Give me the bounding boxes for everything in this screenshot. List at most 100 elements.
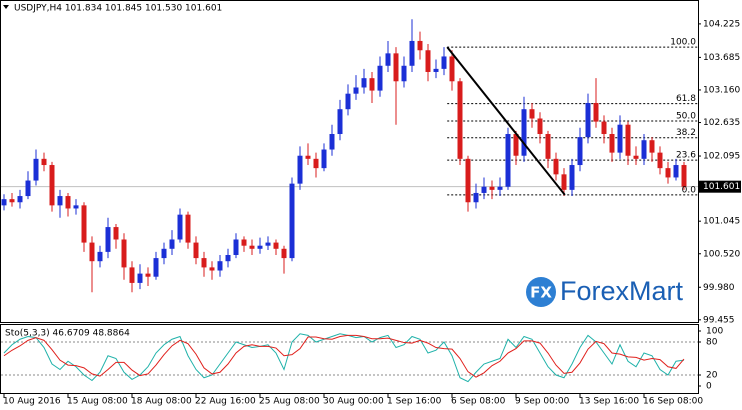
candle-body bbox=[265, 242, 271, 246]
candle-body bbox=[489, 186, 495, 190]
candle-body bbox=[393, 53, 399, 82]
candle-body bbox=[649, 140, 655, 153]
candle-body bbox=[273, 242, 279, 249]
x-tick-label: 30 Aug 00:00 bbox=[323, 397, 384, 407]
x-tick-label: 18 Aug 08:00 bbox=[131, 397, 192, 407]
candle-body bbox=[441, 56, 447, 69]
stoch-line bbox=[3, 333, 685, 383]
y-tick-label: 100.520 bbox=[703, 249, 740, 259]
main-panel bbox=[0, 0, 699, 323]
trendline bbox=[446, 46, 566, 196]
candle-body bbox=[105, 227, 111, 252]
candle-body bbox=[177, 214, 183, 240]
y-tick-label: 102.095 bbox=[703, 152, 740, 162]
candle-body bbox=[297, 155, 303, 184]
logo-icon-text: FX bbox=[530, 284, 552, 302]
x-tick-label: 13 Sep 16:00 bbox=[579, 397, 639, 407]
fibo-label: 0.0 bbox=[682, 185, 697, 195]
y-tick-label: 104.225 bbox=[703, 19, 740, 29]
candle-body bbox=[385, 53, 391, 66]
y-tick-label: 0 bbox=[706, 382, 712, 392]
candle-body bbox=[457, 81, 463, 159]
candle-body bbox=[281, 248, 287, 259]
candle-body bbox=[25, 180, 31, 197]
dropdown-icon bbox=[3, 5, 9, 9]
x-tick-label: 25 Aug 08:00 bbox=[259, 397, 320, 407]
candle-body bbox=[561, 174, 567, 190]
candle-body bbox=[121, 239, 127, 268]
candle-body bbox=[657, 152, 663, 169]
candle-body bbox=[609, 134, 615, 153]
candle-body bbox=[585, 102, 591, 138]
candle-body bbox=[57, 196, 63, 206]
candle-body bbox=[569, 165, 575, 190]
y-tick-label: 103.685 bbox=[703, 53, 740, 63]
candle-body bbox=[473, 192, 479, 203]
candle-body bbox=[113, 227, 119, 240]
candle-body bbox=[193, 242, 199, 259]
candle-body bbox=[633, 155, 639, 159]
x-tick-label: 16 Sep 08:00 bbox=[643, 397, 703, 407]
candle-body bbox=[433, 68, 439, 72]
candle-body bbox=[601, 121, 607, 135]
last-price-label: 101.601 bbox=[703, 182, 740, 192]
candle-body bbox=[529, 109, 535, 119]
candle-body bbox=[89, 242, 95, 262]
candle-body bbox=[665, 168, 671, 178]
candle-body bbox=[593, 102, 599, 122]
x-tick-label: 1 Sep 16:00 bbox=[387, 397, 442, 407]
indicator-title: Sto(5,3,3) 46.6709 48.8864 bbox=[5, 329, 130, 339]
chart-title: USDJPY,H4 101.834 101.845 101.530 101.60… bbox=[14, 4, 222, 14]
candle-body bbox=[153, 258, 159, 277]
candle-body bbox=[553, 158, 559, 175]
candle-body bbox=[545, 134, 551, 159]
y-tick-label: 103.160 bbox=[703, 85, 740, 95]
candle-body bbox=[9, 199, 15, 203]
x-tick-label: 22 Aug 16:00 bbox=[195, 397, 256, 407]
logo: FX ForexMart bbox=[526, 276, 684, 307]
fibo-label: 61.8 bbox=[676, 94, 696, 104]
candle-body bbox=[337, 109, 343, 135]
candle-body bbox=[353, 87, 359, 94]
fibo-label: 100.0 bbox=[670, 38, 696, 48]
candle-body bbox=[345, 93, 351, 110]
last-price-box bbox=[698, 180, 741, 193]
fibo-label: 50.0 bbox=[676, 111, 696, 121]
candle-body bbox=[145, 273, 151, 277]
candle-body bbox=[497, 186, 503, 190]
candle-body bbox=[329, 134, 335, 150]
y-tick-label: 80 bbox=[706, 338, 718, 348]
stoch-line bbox=[3, 334, 685, 378]
candle-body bbox=[201, 258, 207, 268]
candle-body bbox=[17, 196, 23, 203]
x-tick-label: 6 Sep 08:00 bbox=[451, 397, 506, 407]
candle-body bbox=[521, 109, 527, 156]
candle-body bbox=[289, 183, 295, 259]
x-tick-label: 9 Sep 00:00 bbox=[515, 397, 570, 407]
candle-body bbox=[401, 65, 407, 82]
candle-body bbox=[377, 65, 383, 91]
candle-body bbox=[369, 78, 375, 91]
y-tick-label: 99.455 bbox=[703, 315, 735, 325]
candle-body bbox=[249, 245, 255, 249]
candle-body bbox=[185, 214, 191, 243]
candle-body bbox=[225, 254, 231, 262]
candle-body bbox=[81, 205, 87, 243]
x-tick-label: 15 Aug 08:00 bbox=[67, 397, 128, 407]
candle-body bbox=[625, 124, 631, 156]
candle-body bbox=[137, 273, 143, 283]
candle-body bbox=[513, 134, 519, 156]
candle-body bbox=[449, 56, 455, 82]
candle-body bbox=[537, 118, 543, 135]
logo-text: ForexMart bbox=[560, 276, 684, 306]
fibo-label: 38.2 bbox=[676, 128, 696, 138]
candle-body bbox=[465, 158, 471, 203]
candle-body bbox=[161, 248, 167, 259]
y-tick-label: 102.635 bbox=[703, 118, 740, 128]
candle-body bbox=[417, 40, 423, 51]
y-tick-label: 101.045 bbox=[703, 217, 740, 227]
fibo-label: 23.6 bbox=[676, 151, 696, 161]
